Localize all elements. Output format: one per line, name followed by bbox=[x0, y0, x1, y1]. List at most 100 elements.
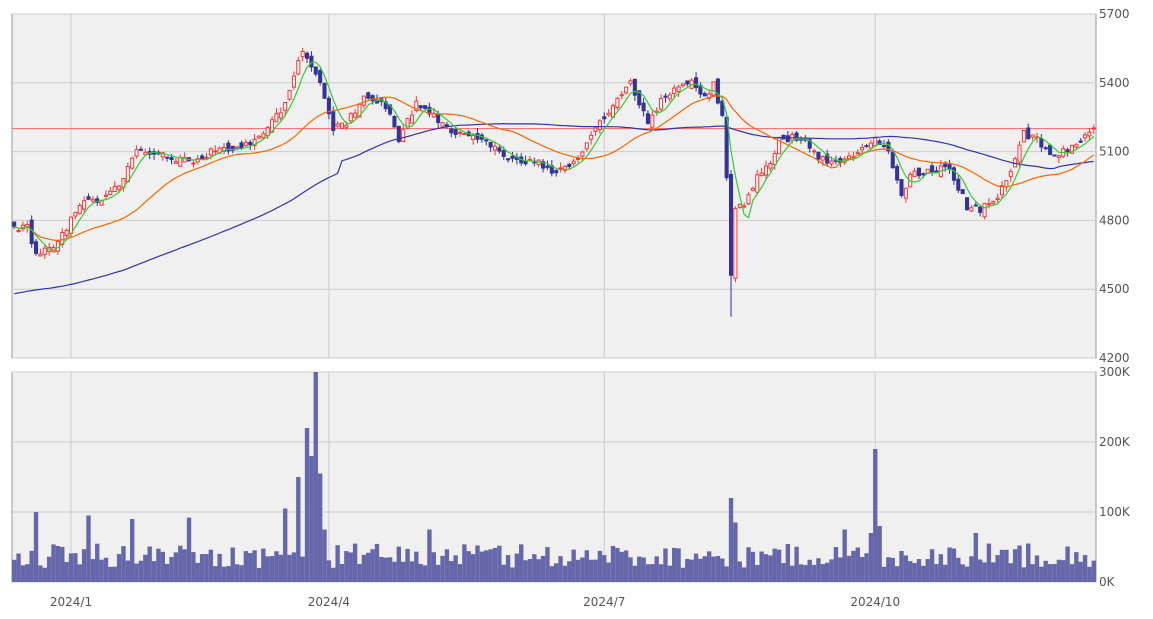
candle-body bbox=[1056, 155, 1061, 159]
volume-bar bbox=[475, 545, 480, 582]
volume-bar bbox=[1012, 549, 1018, 582]
volume-bar bbox=[514, 553, 520, 582]
candle bbox=[1026, 123, 1031, 140]
volume-bar bbox=[943, 564, 948, 582]
candle-body bbox=[99, 200, 104, 206]
candle-body bbox=[1026, 127, 1031, 140]
candle-body bbox=[191, 162, 196, 165]
candle-body bbox=[707, 93, 712, 99]
volume-bar bbox=[296, 477, 301, 582]
volume-bar bbox=[610, 545, 616, 582]
candle-body bbox=[855, 152, 860, 155]
candle-body bbox=[462, 132, 467, 135]
volume-bar bbox=[1039, 566, 1044, 582]
candle-body bbox=[130, 157, 135, 169]
candle bbox=[768, 160, 773, 172]
volume-bar bbox=[1061, 560, 1066, 582]
candle-body bbox=[1021, 130, 1026, 143]
volume-bar bbox=[479, 551, 485, 582]
candle bbox=[728, 170, 734, 317]
volume-bar bbox=[199, 554, 205, 582]
candle bbox=[554, 169, 559, 177]
candle-body bbox=[300, 50, 305, 58]
volume-bar bbox=[73, 553, 78, 582]
volume-bar bbox=[785, 543, 791, 582]
candle bbox=[82, 196, 87, 213]
candle-body bbox=[641, 102, 646, 112]
candle-body bbox=[506, 158, 511, 161]
volume-bar bbox=[304, 428, 310, 582]
candle bbox=[715, 77, 720, 105]
candle-body bbox=[305, 52, 310, 59]
candle-body bbox=[794, 132, 799, 141]
candle bbox=[1074, 142, 1079, 149]
volume-bar bbox=[164, 563, 170, 582]
candle bbox=[663, 93, 668, 103]
volume-bar bbox=[641, 557, 646, 582]
candle-body bbox=[226, 142, 231, 152]
volume-bar bbox=[492, 547, 498, 582]
volume-bar bbox=[877, 526, 882, 582]
volume-bar bbox=[217, 553, 222, 582]
candle-body bbox=[239, 142, 244, 149]
candle bbox=[38, 248, 43, 257]
candle bbox=[746, 192, 751, 206]
volume-bar bbox=[676, 548, 681, 582]
candle bbox=[322, 82, 327, 100]
candle bbox=[392, 115, 397, 128]
candle bbox=[506, 158, 511, 163]
candle bbox=[1043, 146, 1048, 150]
candle bbox=[213, 145, 218, 156]
candle bbox=[558, 162, 563, 173]
candle bbox=[305, 51, 310, 64]
volume-bar bbox=[484, 550, 489, 582]
candle bbox=[138, 146, 143, 151]
candle bbox=[103, 190, 109, 200]
candle bbox=[650, 110, 655, 130]
volume-bar bbox=[435, 564, 441, 582]
volume-bar bbox=[326, 560, 332, 582]
candle bbox=[77, 202, 82, 215]
candle bbox=[755, 169, 760, 196]
volume-bar bbox=[221, 566, 227, 582]
candle bbox=[707, 90, 712, 102]
volume-bar bbox=[588, 559, 594, 582]
volume-bar bbox=[554, 563, 559, 582]
volume-bar bbox=[964, 566, 970, 582]
candle bbox=[672, 84, 677, 99]
candle bbox=[676, 84, 681, 98]
volume-bar bbox=[790, 565, 795, 582]
candle-body bbox=[659, 98, 664, 110]
candle-body bbox=[134, 149, 139, 157]
volume-bar bbox=[672, 547, 677, 582]
volume-bar bbox=[602, 555, 607, 582]
volume-bar bbox=[715, 556, 721, 582]
candle-body bbox=[178, 157, 183, 167]
volume-bar bbox=[868, 533, 874, 582]
candle-body bbox=[252, 138, 257, 146]
candle-body bbox=[576, 157, 581, 160]
candle bbox=[895, 163, 900, 184]
candle bbox=[283, 102, 288, 117]
candle-body bbox=[597, 120, 602, 131]
candle bbox=[628, 78, 633, 86]
candle bbox=[825, 149, 830, 167]
volume-tick-label: 0K bbox=[1099, 575, 1116, 589]
volume-bar bbox=[95, 543, 100, 582]
volume-bar bbox=[331, 567, 336, 582]
volume-bar bbox=[361, 554, 367, 582]
candle-body bbox=[890, 151, 895, 169]
candle bbox=[453, 128, 458, 139]
candle bbox=[567, 163, 572, 170]
candle-body bbox=[16, 229, 21, 232]
candle-body bbox=[1074, 144, 1079, 148]
candle bbox=[200, 153, 205, 160]
volume-bar bbox=[1034, 555, 1040, 582]
candle-body bbox=[160, 152, 165, 158]
volume-bar bbox=[357, 563, 362, 582]
volume-bar bbox=[728, 498, 734, 582]
candle bbox=[73, 211, 78, 220]
candle bbox=[991, 200, 996, 206]
volume-bar bbox=[55, 546, 61, 582]
candle bbox=[108, 186, 113, 196]
